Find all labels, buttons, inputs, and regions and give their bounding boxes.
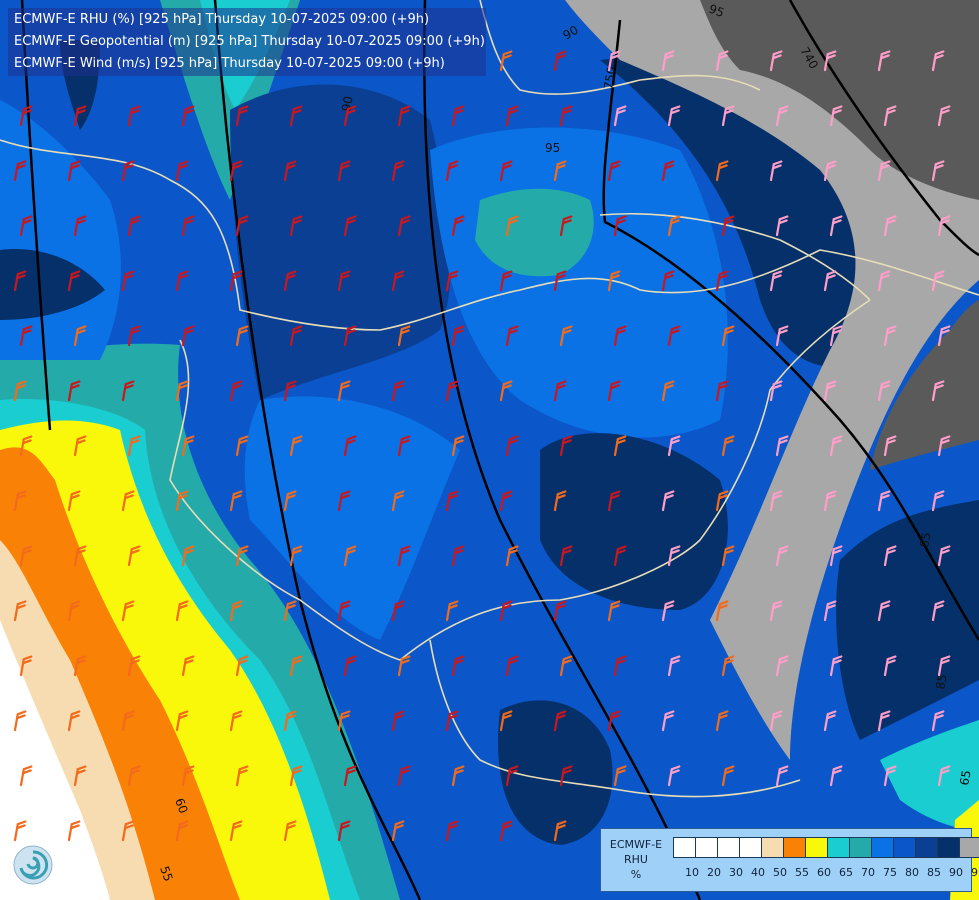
legend-tick-label: 90 [949,866,963,879]
legend-swatch [893,837,916,858]
legend-swatch [695,837,718,858]
rhu-area-90-south [498,700,613,845]
legend-tick-label: 20 [707,866,721,879]
country-border [429,639,801,798]
contour-label: 85 [933,673,949,690]
legend-swatch [871,837,894,858]
legend-title: ECMWF-E RHU % [605,837,667,882]
contour-label: 65 [957,769,973,786]
country-border [0,139,979,331]
country-border [479,0,761,95]
geopotential-contour [788,0,979,257]
legend-tick-label: 50 [773,866,787,879]
legend-swatch [761,837,784,858]
legend-swatch [673,837,696,858]
rhu-area-70-se [880,720,979,830]
rhu-area-95-east [565,0,979,760]
rhu-title: ECMWF-E RHU (%) [925 hPa] Thursday 10-07… [14,12,430,27]
legend-swatch [827,837,850,858]
ecmwf-logo-icon [12,844,54,886]
legend-swatch [937,837,960,858]
contour-label: 85 [917,531,933,548]
legend-title-line: % [630,868,642,881]
geopotential-contour [602,19,979,641]
rhu-legend: ECMWF-E RHU % 10 20 30 40 50 55 60 65 70 75 80 85 90… [600,828,979,892]
rhu-area-90-southeast-edge [836,500,979,740]
contour-label: 60 [172,796,190,815]
rhu-area-90-southeast [540,433,728,610]
legend-swatch [805,837,828,858]
geopotential-contour [423,0,702,900]
legend-tick-label: 55 [795,866,809,879]
rhu-area-75-blob [475,188,594,277]
rhu-area-100-northeast [700,0,979,200]
geopotential-title: ECMWF-E Geopotential (m) [925 hPa] Thurs… [14,34,485,49]
legend-swatch [959,837,979,858]
contour-label: 95 [545,141,560,155]
legend-tick-label: 65 [839,866,853,879]
rhu-area-100-east [870,300,979,470]
country-border [599,212,871,301]
legend-tick-label: 30 [729,866,743,879]
rhu-area-90-west [0,249,105,320]
wind-title: ECMWF-E Wind (m/s) [925 hPa] Thursday 10… [14,56,445,71]
legend-tick-label: 40 [751,866,765,879]
legend-tick-label: 75 [883,866,897,879]
legend-tick-label: 60 [817,866,831,879]
legend-swatch [849,837,872,858]
contour-label: 750 [601,66,619,91]
legend-swatch [783,837,806,858]
legend-title-line: ECMWF-E [609,838,663,851]
geopotential-contour [213,0,422,900]
legend-swatch [717,837,740,858]
legend-swatch [915,837,938,858]
contour-label: 95 [707,2,726,20]
legend-tick-label: 80 [905,866,919,879]
contour-label: 55 [157,864,175,883]
legend-tick-label: 10 [685,866,699,879]
rhu-area-50 [0,620,110,900]
legend-title-line: RHU [624,853,648,866]
contour-label: 90 [561,23,581,43]
legend-tick-label: 95 [971,866,979,879]
legend-tick-label: 85 [927,866,941,879]
legend-swatch [739,837,762,858]
rhu-area-80-southwest [244,396,460,640]
map-header: ECMWF-E RHU (%) [925 hPa] Thursday 10-07… [8,8,486,76]
legend-tick-label: 70 [861,866,875,879]
